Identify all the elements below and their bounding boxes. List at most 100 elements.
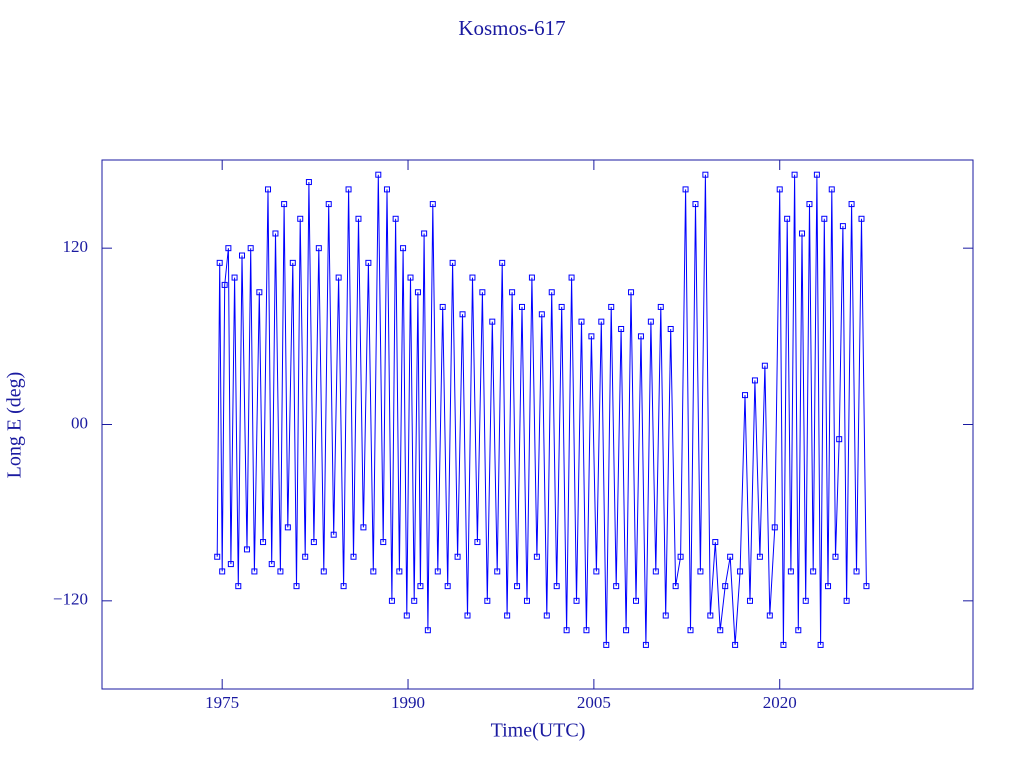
data-point — [810, 568, 817, 575]
data-point — [825, 583, 832, 590]
data-point — [548, 289, 555, 296]
data-point — [642, 641, 649, 648]
data-point — [221, 281, 228, 288]
data-point — [350, 553, 357, 560]
data-point — [469, 274, 476, 281]
data-point — [454, 553, 461, 560]
data-point — [712, 539, 719, 546]
data-point — [613, 583, 620, 590]
data-point — [355, 215, 362, 222]
data-point — [667, 325, 674, 332]
data-point — [662, 612, 669, 619]
data-point — [843, 597, 850, 604]
data-point — [479, 289, 486, 296]
data-point — [563, 627, 570, 634]
data-point — [553, 583, 560, 590]
data-point — [802, 597, 809, 604]
data-point — [608, 303, 615, 310]
data-point — [647, 318, 654, 325]
data-point — [722, 583, 729, 590]
data-point — [474, 539, 481, 546]
data-point — [434, 568, 441, 575]
data-point — [251, 568, 258, 575]
data-point — [697, 568, 704, 575]
data-point — [265, 186, 272, 193]
data-point — [795, 627, 802, 634]
x-axis-label: Time(UTC) — [491, 720, 586, 742]
data-point — [813, 171, 820, 178]
data-point — [345, 186, 352, 193]
data-point — [429, 201, 436, 208]
data-point — [828, 186, 835, 193]
y-tick-label: 120 — [63, 237, 89, 256]
data-point — [365, 259, 372, 266]
data-point — [652, 568, 659, 575]
x-tick-label: 1990 — [391, 693, 425, 712]
y-tick-label: −120 — [53, 590, 88, 609]
data-point — [853, 568, 860, 575]
data-line — [216, 174, 867, 645]
data-point — [776, 186, 783, 193]
data-point — [509, 289, 516, 296]
data-point — [707, 612, 714, 619]
data-point — [403, 612, 410, 619]
data-point — [523, 597, 530, 604]
data-point — [243, 546, 250, 553]
data-point — [632, 597, 639, 604]
data-point — [302, 553, 309, 560]
data-point — [439, 303, 446, 310]
data-point — [756, 553, 763, 560]
data-point — [588, 333, 595, 340]
data-point — [848, 201, 855, 208]
data-point — [737, 568, 744, 575]
data-point — [400, 245, 407, 252]
data-point — [383, 186, 390, 193]
data-point — [239, 252, 246, 259]
data-point — [578, 318, 585, 325]
data-point — [780, 641, 787, 648]
data-point — [260, 539, 267, 546]
data-point — [380, 539, 387, 546]
data-point — [766, 612, 773, 619]
data-point — [388, 597, 395, 604]
data-point — [558, 303, 565, 310]
x-tick-label: 2020 — [763, 693, 797, 712]
data-point — [392, 215, 399, 222]
data-point — [414, 289, 421, 296]
data-point — [727, 553, 734, 560]
data-point — [320, 568, 327, 575]
data-point — [293, 583, 300, 590]
data-point — [702, 171, 709, 178]
data-point — [444, 583, 451, 590]
data-point — [421, 230, 428, 237]
data-point — [370, 568, 377, 575]
data-point — [836, 436, 843, 443]
data-point — [732, 641, 739, 648]
data-point — [573, 597, 580, 604]
data-point — [499, 259, 506, 266]
data-point — [799, 230, 806, 237]
data-point — [360, 524, 367, 531]
data-point — [784, 215, 791, 222]
data-point — [543, 612, 550, 619]
data-point — [746, 597, 753, 604]
data-point — [272, 230, 279, 237]
data-point — [519, 303, 526, 310]
data-point — [417, 583, 424, 590]
data-point — [449, 259, 456, 266]
data-point — [235, 583, 242, 590]
data-point — [459, 311, 466, 318]
data-point — [832, 553, 839, 560]
data-point — [247, 245, 254, 252]
data-point — [216, 259, 223, 266]
data-point — [335, 274, 342, 281]
data-point — [603, 641, 610, 648]
data-point — [598, 318, 605, 325]
data-point — [315, 245, 322, 252]
data-point — [231, 274, 238, 281]
data-point — [787, 568, 794, 575]
data-point — [340, 583, 347, 590]
data-point — [424, 627, 431, 634]
data-point — [256, 289, 263, 296]
